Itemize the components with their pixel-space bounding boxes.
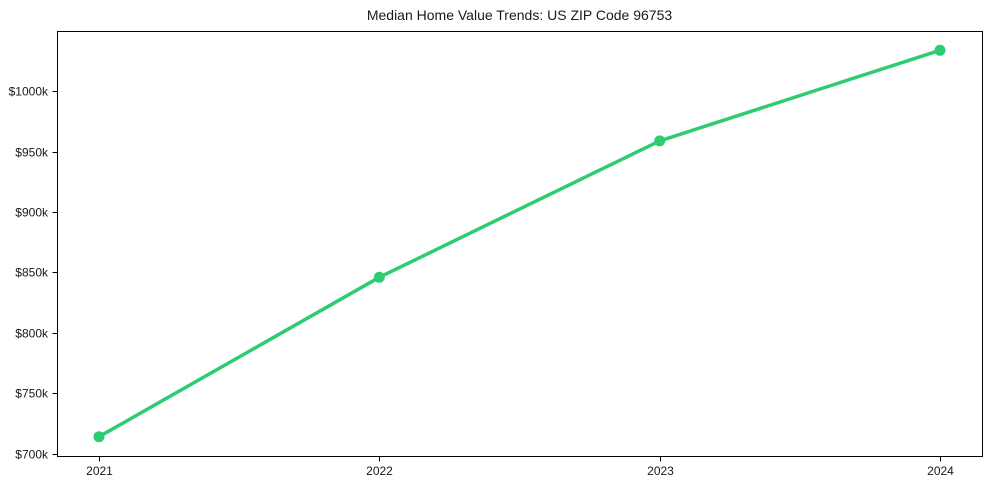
plot-border: [57, 31, 983, 457]
data-point-marker: [373, 271, 385, 283]
y-axis-tick-label: $800k: [15, 327, 49, 341]
data-point-marker: [934, 44, 946, 56]
y-axis-tick-label: $700k: [15, 448, 49, 462]
y-axis-tick-label: $950k: [15, 146, 49, 160]
y-axis-tick-label: $850k: [15, 266, 49, 280]
data-point-marker: [654, 135, 666, 147]
x-axis-tick-label: 2023: [647, 464, 674, 478]
chart-title: Median Home Value Trends: US ZIP Code 96…: [366, 7, 673, 23]
data-point-marker: [93, 431, 105, 443]
x-axis-tick-label: 2021: [86, 464, 113, 478]
x-axis-tick-label: 2022: [366, 464, 393, 478]
x-axis-tick-label: 2024: [927, 464, 954, 478]
trend-line: [97, 48, 942, 439]
y-axis-tick-label: $900k: [15, 206, 49, 220]
y-axis-tick-label: $750k: [15, 387, 49, 401]
y-axis-tick-label: $1000k: [9, 85, 49, 99]
